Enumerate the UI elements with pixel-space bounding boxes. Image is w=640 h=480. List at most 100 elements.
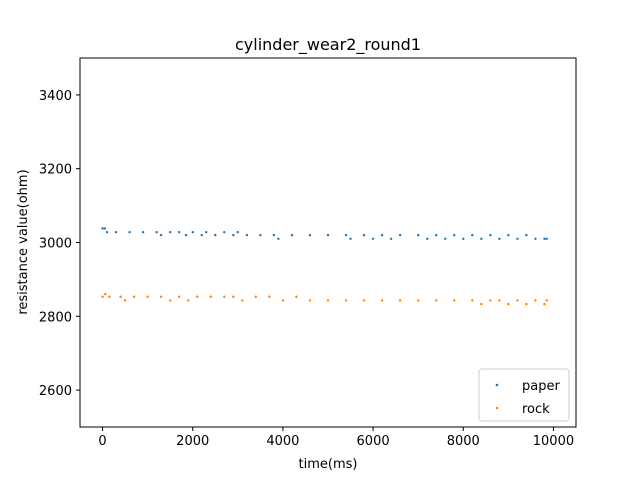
- legend-label-paper: paper: [522, 379, 560, 394]
- data-point-rock: [308, 299, 312, 302]
- data-point-paper: [453, 233, 456, 237]
- data-point-rock: [489, 299, 492, 302]
- data-point-paper: [362, 233, 366, 237]
- data-point-rock: [268, 295, 271, 298]
- data-point-paper: [290, 233, 294, 237]
- legend-box: [478, 368, 570, 422]
- y-tick-label: 2600: [39, 384, 72, 399]
- data-point-paper: [272, 233, 276, 237]
- data-point-paper: [103, 227, 107, 230]
- y-tick-label: 2800: [39, 310, 72, 325]
- data-point-paper: [178, 230, 181, 234]
- data-point-paper: [168, 230, 172, 234]
- data-point-rock: [471, 299, 474, 302]
- data-point-rock: [187, 299, 190, 302]
- x-tick-label: 0: [98, 434, 106, 449]
- legend-marker-paper: [495, 383, 499, 387]
- data-point-paper: [326, 233, 330, 237]
- chart-title: cylinder_wear2_round1: [235, 35, 421, 55]
- data-point-rock: [480, 302, 483, 306]
- data-point-rock: [545, 299, 548, 302]
- data-point-rock: [132, 295, 136, 298]
- data-point-paper: [159, 233, 163, 237]
- data-point-paper: [245, 233, 249, 237]
- series-rock: [101, 292, 548, 306]
- data-point-rock: [108, 295, 111, 298]
- y-tick-label: 3400: [39, 89, 72, 104]
- data-point-rock: [362, 299, 366, 302]
- data-point-rock: [516, 299, 519, 302]
- data-point-paper: [371, 237, 375, 241]
- data-point-paper: [232, 233, 235, 237]
- legend-label-rock: rock: [522, 402, 550, 417]
- data-point-rock: [159, 295, 163, 298]
- data-point-paper: [308, 233, 312, 237]
- data-point-rock: [232, 295, 235, 298]
- data-point-paper: [200, 233, 203, 237]
- data-point-paper: [516, 237, 519, 241]
- x-tick-label: 4000: [266, 434, 299, 449]
- data-point-paper: [389, 237, 393, 241]
- data-point-paper: [259, 233, 262, 237]
- data-point-paper: [155, 230, 158, 234]
- data-point-rock: [416, 299, 420, 302]
- data-point-rock: [534, 299, 537, 302]
- data-point-paper: [277, 237, 280, 241]
- y-tick-label: 3000: [39, 237, 72, 252]
- data-point-rock: [326, 299, 330, 302]
- data-point-paper: [205, 230, 208, 234]
- data-point-rock: [344, 299, 348, 302]
- data-point-paper: [344, 233, 348, 237]
- data-point-rock: [123, 299, 127, 302]
- data-point-paper: [214, 233, 217, 237]
- data-point-paper: [128, 230, 131, 234]
- data-point-paper: [480, 237, 483, 241]
- data-point-paper: [426, 237, 429, 241]
- data-point-rock: [241, 299, 244, 302]
- data-point-paper: [101, 227, 104, 230]
- data-point-rock: [254, 295, 258, 298]
- data-point-rock: [295, 295, 298, 298]
- x-axis-ticks: 0 2000 4000 6000 8000 10000: [98, 427, 574, 449]
- data-point-paper: [489, 233, 492, 237]
- y-tick-label: 3200: [39, 163, 72, 178]
- data-point-paper: [349, 237, 352, 241]
- data-point-rock: [168, 299, 172, 302]
- data-point-rock: [178, 295, 181, 298]
- data-point-rock: [209, 295, 212, 298]
- legend-marker-rock: [495, 406, 499, 410]
- data-point-paper: [498, 237, 501, 241]
- y-axis-label: resistance value(ohm): [16, 169, 31, 314]
- data-point-paper: [545, 237, 548, 241]
- data-point-paper: [191, 230, 194, 234]
- data-point-rock: [525, 302, 528, 306]
- data-point-paper: [141, 230, 145, 234]
- data-point-paper: [534, 237, 537, 241]
- x-tick-label: 6000: [357, 434, 390, 449]
- data-point-paper: [184, 233, 188, 237]
- data-point-paper: [223, 230, 226, 234]
- data-point-rock: [498, 299, 501, 302]
- data-point-rock: [507, 302, 510, 306]
- data-point-paper: [543, 237, 546, 241]
- points-layer: [101, 227, 548, 306]
- x-axis-label: time(ms): [299, 457, 358, 472]
- data-point-rock: [543, 302, 546, 306]
- data-point-paper: [114, 230, 118, 234]
- data-point-rock: [380, 299, 384, 302]
- data-point-rock: [196, 295, 199, 298]
- data-point-paper: [416, 233, 420, 237]
- data-point-paper: [398, 233, 402, 237]
- x-tick-label: 10000: [533, 434, 574, 449]
- data-point-rock: [146, 295, 149, 298]
- legend: paper rock: [478, 368, 570, 422]
- data-point-paper: [435, 233, 438, 237]
- data-point-rock: [453, 299, 456, 302]
- data-point-rock: [398, 299, 402, 302]
- data-point-paper: [236, 230, 240, 234]
- data-point-paper: [471, 233, 474, 237]
- data-point-paper: [525, 233, 528, 237]
- data-point-rock: [435, 299, 438, 302]
- data-point-rock: [104, 292, 107, 296]
